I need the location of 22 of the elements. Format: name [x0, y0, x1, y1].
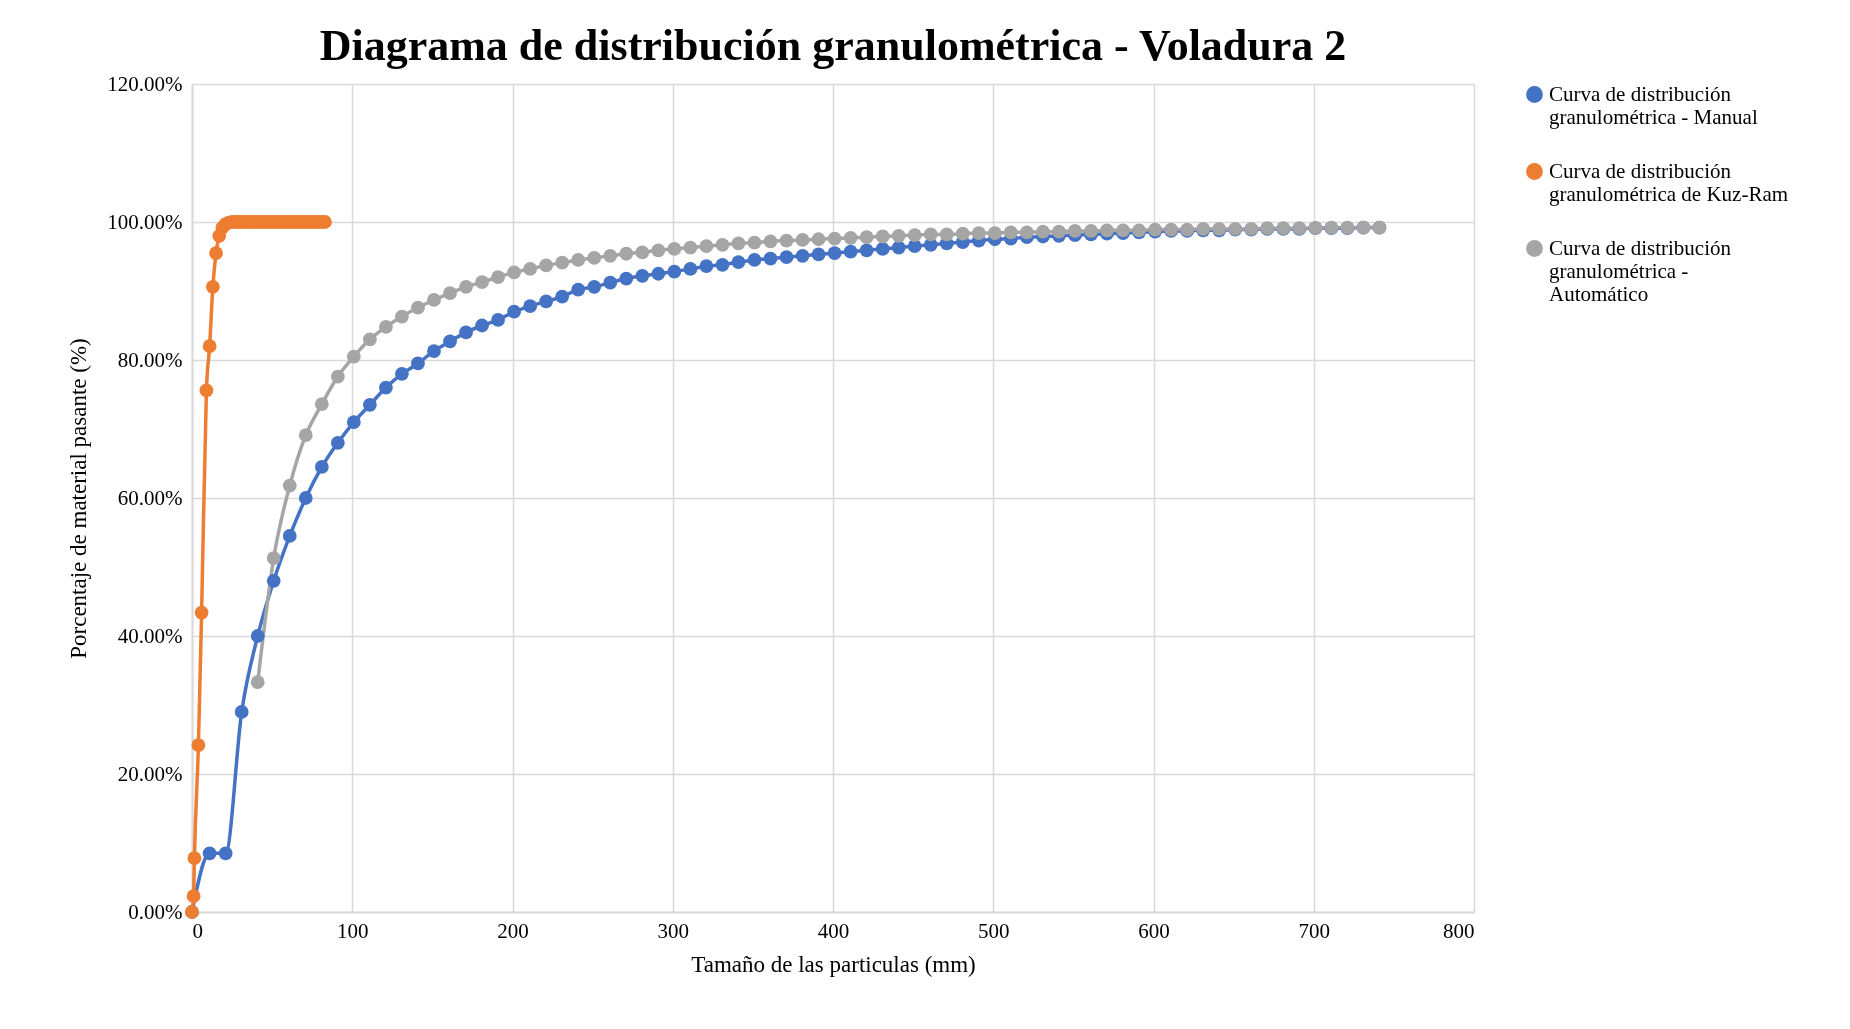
legend-label: Curva de distribución granulométrica - Automático — [1549, 235, 1732, 306]
chart-title: Diagrama de distribución granulométrica - Voladura 2 — [319, 21, 1347, 70]
y-tick-label: 120.00% — [107, 71, 183, 96]
x-tick-label: 500 — [978, 918, 1010, 943]
y-tick-label: 60.00% — [117, 485, 183, 510]
x-tick-label: 800 — [1443, 918, 1475, 943]
x-tick-label: 400 — [817, 918, 850, 943]
x-tick-label: 600 — [1138, 918, 1170, 943]
y-tick-label: 40.00% — [117, 623, 183, 648]
x-tick-label: 700 — [1298, 918, 1330, 943]
x-tick-label: 300 — [657, 918, 689, 943]
y-tick-label: 100.00% — [107, 209, 183, 234]
x-tick-label: 100 — [337, 918, 369, 943]
y-tick-label: 80.00% — [117, 347, 183, 372]
x-tick-label: 200 — [497, 918, 529, 943]
x-tick-label: 0 — [192, 918, 203, 943]
legend-label: Curva de distribución granulométrica - Manual — [1549, 81, 1758, 129]
y-tick-label: 0.00% — [128, 899, 183, 924]
y-tick-label: 20.00% — [117, 761, 183, 786]
legend-label: Curva de distribución granulométrica de Kuz-Ram — [1549, 158, 1789, 206]
y-axis-title: Porcentaje de material pasante (%) — [66, 338, 92, 659]
x-axis-title: Tamaño de las particulas (mm) — [691, 951, 976, 977]
